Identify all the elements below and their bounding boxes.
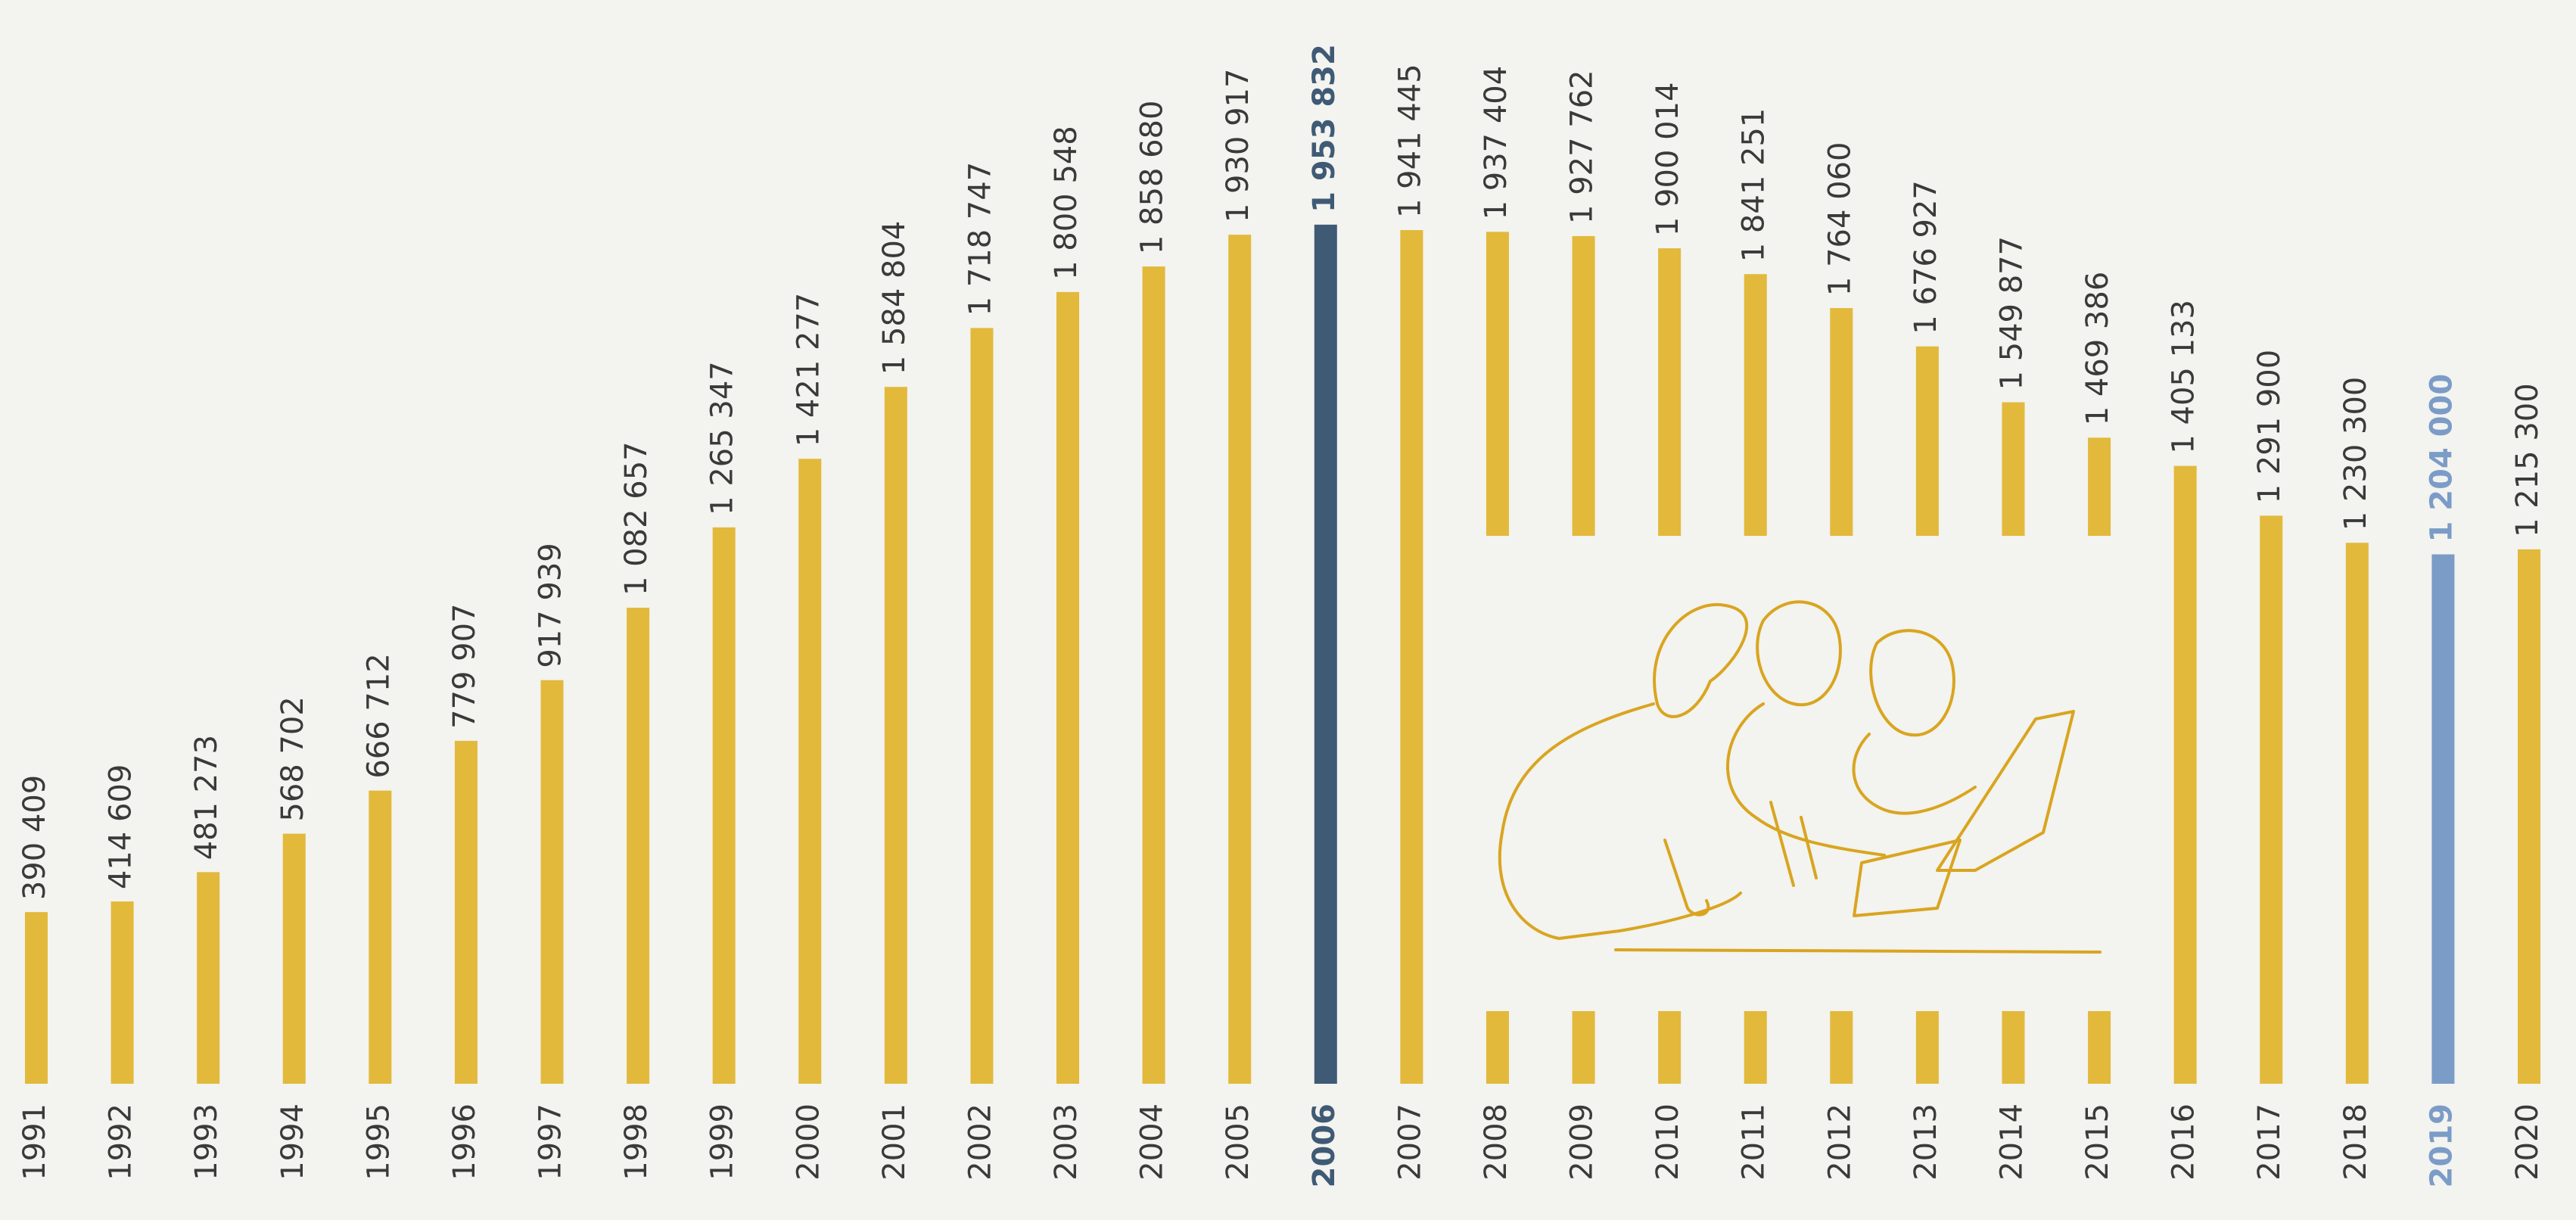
value-label: 1 718 747 (963, 162, 997, 316)
value-label: 1 215 300 (2510, 383, 2545, 537)
x-tick-label: 1994 (275, 1103, 310, 1181)
value-label: 1 469 386 (2080, 272, 2115, 426)
value-label: 666 712 (361, 653, 396, 778)
value-label: 1 841 251 (1737, 108, 1772, 263)
value-label: 779 907 (447, 603, 482, 728)
x-tick-label: 2010 (1650, 1103, 1685, 1181)
value-label: 1 291 900 (2252, 350, 2287, 504)
bar (1228, 235, 1252, 1085)
bar (540, 680, 564, 1084)
x-tick-label: 1992 (104, 1103, 138, 1181)
value-label: 1 549 877 (1994, 236, 2029, 391)
value-label: 568 702 (275, 696, 310, 821)
x-tick-label: 2020 (2510, 1103, 2545, 1181)
bar (1056, 291, 1080, 1085)
sketch-body-2 (1726, 702, 1886, 857)
value-label: 1 764 060 (1822, 142, 1857, 297)
bar (2173, 465, 2197, 1084)
bar (2431, 554, 2455, 1084)
bar (369, 790, 392, 1084)
sketch-body-3 (1852, 733, 1977, 815)
x-tick-label: 1993 (189, 1103, 224, 1181)
illustration-background (1468, 536, 2134, 1011)
x-tick-label: 2004 (1135, 1103, 1170, 1181)
x-tick-label: 2015 (2080, 1103, 2115, 1181)
x-tick-label: 1999 (705, 1103, 740, 1181)
x-tick-label: 2003 (1049, 1103, 1084, 1181)
x-tick-label: 2013 (1909, 1103, 1943, 1181)
x-tick-label: 2012 (1822, 1103, 1857, 1181)
value-label: 414 609 (104, 764, 138, 889)
x-tick-label: 2008 (1479, 1103, 1514, 1181)
bar (197, 872, 220, 1084)
bar (884, 387, 907, 1084)
sketch-body-1 (1498, 702, 1742, 940)
bar (2260, 515, 2283, 1084)
x-tick-label: 2011 (1737, 1103, 1772, 1181)
sketch-head-1 (1653, 602, 1749, 718)
value-label: 481 273 (189, 735, 224, 860)
x-tick-label: 2002 (963, 1103, 997, 1181)
x-tick-label: 1996 (447, 1103, 482, 1181)
bar (282, 833, 306, 1084)
bar (454, 740, 478, 1084)
value-label: 1 900 014 (1650, 82, 1685, 237)
value-label: 1 953 832 (1307, 44, 1342, 213)
value-label: 917 939 (534, 543, 568, 668)
bar (712, 527, 736, 1084)
x-tick-label: 1998 (619, 1103, 654, 1181)
value-label: 1 676 927 (1909, 180, 1943, 335)
value-label: 1 930 917 (1221, 69, 1255, 223)
value-label: 1 584 804 (877, 221, 912, 375)
value-label: 1 405 133 (2167, 300, 2201, 454)
bar (2518, 549, 2540, 1084)
x-tick-label: 2001 (877, 1103, 912, 1181)
value-label: 1 082 657 (619, 441, 654, 596)
value-label: 1 800 548 (1049, 126, 1084, 280)
sketch-laptop (1936, 710, 2075, 872)
x-tick-label: 2014 (1994, 1103, 2029, 1181)
value-label: 390 409 (17, 775, 52, 900)
bar (627, 607, 650, 1084)
bar (1400, 230, 1423, 1084)
x-tick-label: 2006 (1307, 1103, 1342, 1187)
value-label: 1 421 277 (791, 293, 826, 447)
value-label: 1 858 680 (1135, 101, 1170, 255)
x-tick-label: 1995 (361, 1103, 396, 1181)
x-tick-label: 2017 (2252, 1103, 2287, 1181)
bar (1142, 266, 1165, 1084)
x-tick-label: 2007 (1392, 1103, 1427, 1181)
sketch-head-3 (1869, 629, 1955, 737)
sketch-tablet (1853, 839, 1962, 917)
value-label: 1 941 445 (1392, 64, 1427, 218)
bar (1314, 224, 1337, 1084)
x-tick-label: 2000 (791, 1103, 826, 1181)
bar (2345, 543, 2369, 1084)
value-label: 1 230 300 (2338, 377, 2373, 531)
value-label: 1 204 000 (2424, 374, 2459, 543)
bar (25, 912, 48, 1084)
x-tick-label: 2016 (2167, 1103, 2201, 1181)
x-tick-label: 1991 (17, 1103, 52, 1181)
x-tick-label: 1997 (534, 1103, 568, 1181)
bar (970, 328, 994, 1085)
sketch-arm-2 (1769, 801, 1818, 887)
x-tick-label: 2018 (2338, 1103, 2373, 1181)
x-tick-label: 2019 (2424, 1103, 2459, 1187)
sketch-table (1614, 948, 2102, 954)
value-label: 1 927 762 (1565, 70, 1600, 224)
sketch (1498, 600, 2102, 954)
value-label: 1 937 404 (1479, 66, 1514, 220)
x-tick-label: 2009 (1565, 1103, 1600, 1181)
x-tick-label: 2005 (1221, 1103, 1255, 1181)
value-label: 1 265 347 (705, 361, 740, 515)
sketch-pen-1 (1663, 839, 1710, 917)
bar (110, 901, 134, 1084)
sketch-head-2 (1756, 600, 1842, 707)
illustration (1468, 536, 2134, 1011)
bar (798, 459, 822, 1084)
